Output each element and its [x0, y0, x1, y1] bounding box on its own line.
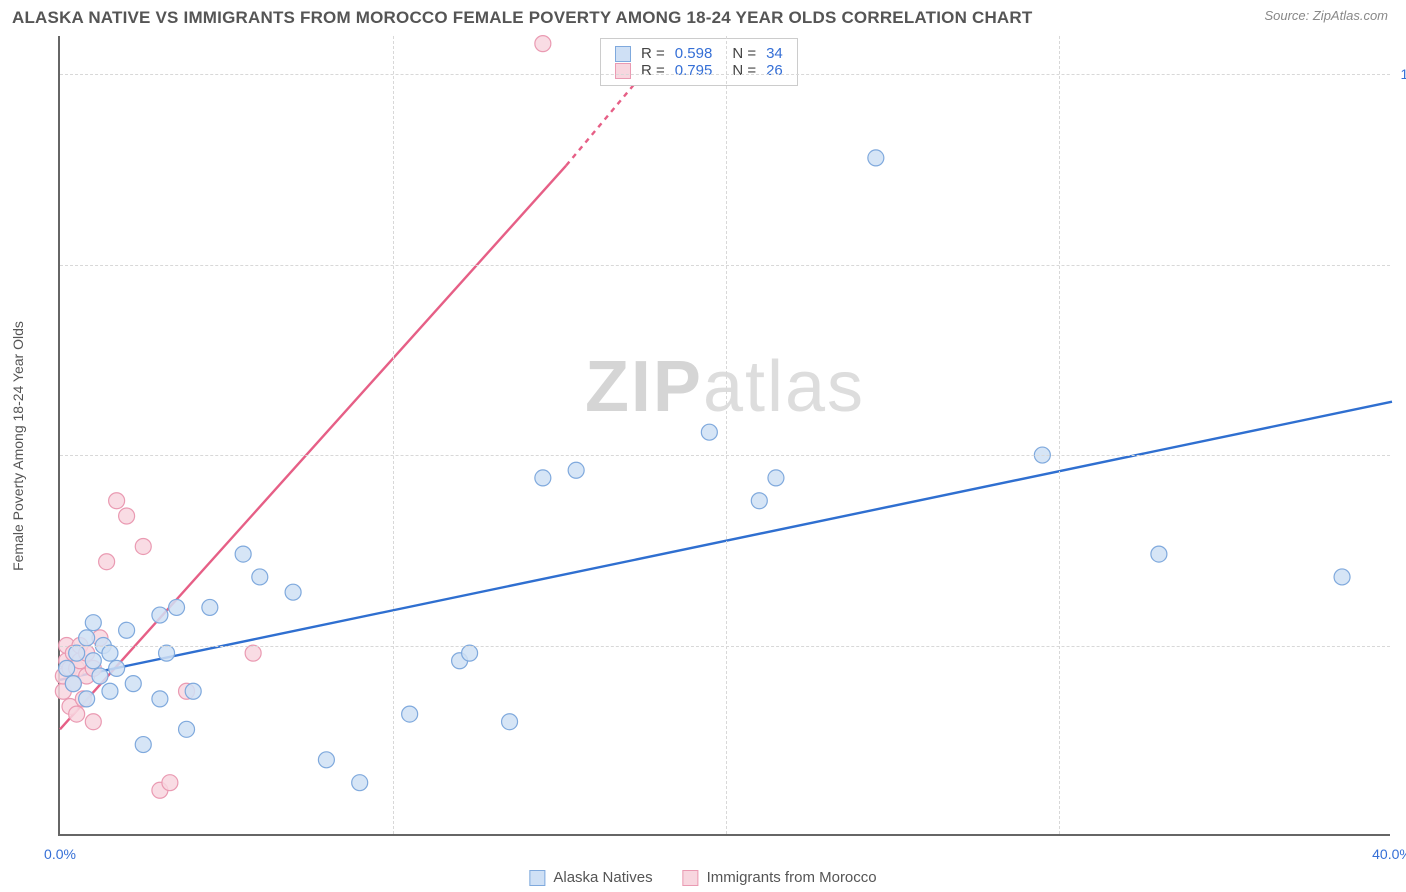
- point-morocco: [119, 508, 135, 524]
- y-axis-label: Female Poverty Among 18-24 Year Olds: [10, 321, 26, 571]
- point-alaska: [125, 676, 141, 692]
- gridline-vertical: [1059, 36, 1060, 834]
- point-alaska: [285, 584, 301, 600]
- legend-swatch: [683, 870, 699, 886]
- point-morocco: [69, 706, 85, 722]
- n-label: N =: [732, 62, 756, 79]
- point-alaska: [65, 676, 81, 692]
- r-value: 0.598: [675, 45, 713, 62]
- point-alaska: [868, 150, 884, 166]
- stats-row: R = 0.795 N = 26: [615, 62, 783, 79]
- y-tick-label: 100.0%: [1398, 66, 1406, 82]
- correlation-stats-box: R = 0.598 N = 34 R = 0.795 N = 26: [600, 38, 798, 86]
- stats-swatch: [615, 63, 631, 79]
- point-alaska: [352, 775, 368, 791]
- point-alaska: [169, 599, 185, 615]
- point-alaska: [85, 615, 101, 631]
- point-alaska: [252, 569, 268, 585]
- point-alaska: [79, 630, 95, 646]
- y-tick-label: 50.0%: [1398, 447, 1406, 463]
- point-alaska: [79, 691, 95, 707]
- point-alaska: [568, 462, 584, 478]
- chart-title: ALASKA NATIVE VS IMMIGRANTS FROM MOROCCO…: [12, 8, 1032, 28]
- r-label: R =: [641, 45, 665, 62]
- trend-line-morocco-dash: [566, 74, 643, 165]
- point-alaska: [502, 714, 518, 730]
- point-alaska: [235, 546, 251, 562]
- n-label: N =: [732, 45, 756, 62]
- point-alaska: [179, 721, 195, 737]
- legend-swatch: [529, 870, 545, 886]
- point-alaska: [751, 493, 767, 509]
- point-alaska: [152, 607, 168, 623]
- legend-label: Alaska Natives: [553, 869, 652, 886]
- plot-area: ZIPatlas R =0.598N =34R =0.795N =26 25.0…: [58, 36, 1390, 836]
- r-label: R =: [641, 62, 665, 79]
- point-morocco: [162, 775, 178, 791]
- legend-item: Alaska Natives: [529, 869, 652, 886]
- point-alaska: [92, 668, 108, 684]
- point-alaska: [462, 645, 478, 661]
- point-alaska: [69, 645, 85, 661]
- gridline-horizontal: [60, 74, 1390, 75]
- point-alaska: [119, 622, 135, 638]
- r-value: 0.795: [675, 62, 713, 79]
- legend: Alaska Natives Immigrants from Morocco: [529, 869, 876, 886]
- x-tick-label: 0.0%: [44, 846, 76, 862]
- point-alaska: [185, 683, 201, 699]
- gridline-vertical: [393, 36, 394, 834]
- point-alaska: [701, 424, 717, 440]
- point-morocco: [535, 36, 551, 52]
- point-alaska: [59, 660, 75, 676]
- gridline-horizontal: [60, 455, 1390, 456]
- point-alaska: [135, 737, 151, 753]
- point-alaska: [159, 645, 175, 661]
- point-morocco: [109, 493, 125, 509]
- stats-swatch: [615, 46, 631, 62]
- n-value: 34: [766, 45, 783, 62]
- point-alaska: [535, 470, 551, 486]
- point-alaska: [1151, 546, 1167, 562]
- point-morocco: [135, 538, 151, 554]
- scatter-svg: [60, 36, 1390, 834]
- y-tick-label: 75.0%: [1398, 257, 1406, 273]
- point-morocco: [99, 554, 115, 570]
- point-alaska: [318, 752, 334, 768]
- gridline-horizontal: [60, 646, 1390, 647]
- stats-row: R = 0.598 N = 34: [615, 45, 783, 62]
- point-alaska: [109, 660, 125, 676]
- point-alaska: [152, 691, 168, 707]
- point-alaska: [85, 653, 101, 669]
- point-morocco: [245, 645, 261, 661]
- gridline-horizontal: [60, 265, 1390, 266]
- n-value: 26: [766, 62, 783, 79]
- point-alaska: [1334, 569, 1350, 585]
- point-alaska: [202, 599, 218, 615]
- point-morocco: [85, 714, 101, 730]
- point-alaska: [102, 683, 118, 699]
- point-alaska: [102, 645, 118, 661]
- y-tick-label: 25.0%: [1398, 638, 1406, 654]
- point-alaska: [768, 470, 784, 486]
- gridline-vertical: [726, 36, 727, 834]
- source-attribution: Source: ZipAtlas.com: [1264, 8, 1388, 23]
- point-alaska: [402, 706, 418, 722]
- legend-label: Immigrants from Morocco: [707, 869, 877, 886]
- legend-item: Immigrants from Morocco: [683, 869, 877, 886]
- x-tick-label: 40.0%: [1372, 846, 1406, 862]
